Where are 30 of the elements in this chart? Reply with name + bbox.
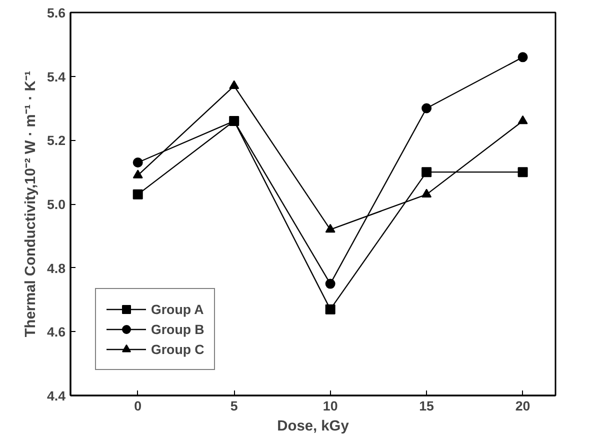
- point: [422, 167, 432, 178]
- point: [325, 278, 336, 289]
- y-tick-label: 5.4: [46, 69, 66, 84]
- point: [132, 189, 143, 200]
- point: [518, 52, 528, 62]
- point: [132, 170, 143, 178]
- legend-label: Group C: [151, 342, 204, 356]
- y-tick-label: 5.6: [46, 6, 66, 20]
- x-tick-label: 15: [419, 398, 435, 414]
- point: [422, 103, 432, 114]
- x-tick-label: 10: [322, 398, 338, 414]
- point: [422, 188, 432, 198]
- x-tick-label: 0: [134, 398, 142, 414]
- point: [518, 115, 528, 124]
- point: [325, 304, 336, 314]
- legend-label: Group B: [151, 322, 204, 336]
- point: [229, 80, 240, 90]
- y-tick-label: 5.2: [46, 133, 66, 148]
- y-axis-title: Thermal Conductivity,10⁻² W · m⁻¹ · K⁻¹: [22, 70, 39, 338]
- x-axis-title: Dose, kGy: [277, 418, 350, 434]
- point: [132, 158, 143, 168]
- y-tick-label: 5.0: [46, 197, 66, 212]
- x-tick-label: 5: [230, 398, 238, 414]
- point: [518, 167, 528, 178]
- y-tick-label: 4.8: [46, 260, 66, 276]
- legend-label: Group A: [151, 302, 204, 316]
- y-tick-label: 4.4: [46, 388, 66, 404]
- y-tick-label: 4.6: [46, 324, 66, 340]
- point: [325, 224, 336, 233]
- x-tick-label: 20: [515, 398, 530, 414]
